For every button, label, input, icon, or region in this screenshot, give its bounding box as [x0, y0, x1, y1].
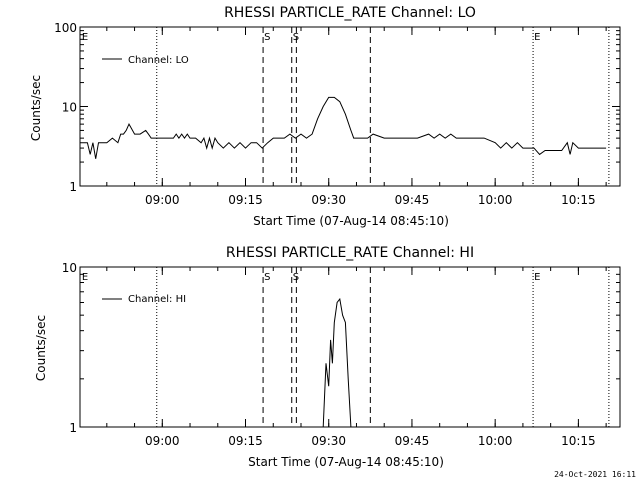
hi-x-tick-label: 09:15 — [228, 434, 263, 448]
lo-channel-panel: RHESSI PARTICLE_RATE Channel: LO Start T… — [29, 5, 621, 228]
hi-channel-panel: RHESSI PARTICLE_RATE Channel: HI Start T… — [34, 245, 621, 469]
lo-y-axis-label: Counts/sec — [29, 75, 43, 141]
lo-marker-label: E — [82, 32, 88, 43]
hi-y-tick-label: 1 — [69, 421, 77, 435]
lo-y-tick-label: 10 — [62, 101, 77, 115]
hi-series-line — [322, 297, 352, 428]
lo-x-tick-label: 09:30 — [311, 193, 346, 207]
lo-y-tick-label: 100 — [54, 21, 77, 35]
lo-plot-frame — [79, 26, 621, 187]
lo-marker-label: S — [264, 32, 270, 43]
lo-x-tick-label: 10:00 — [478, 193, 513, 207]
lo-marker-label: E — [534, 32, 540, 43]
lo-series-line — [80, 96, 607, 159]
hi-plot-frame — [79, 266, 621, 428]
lo-x-tick-label: 09:00 — [145, 193, 180, 207]
hi-marker-label: E — [534, 272, 540, 283]
lo-chart-title: RHESSI PARTICLE_RATE Channel: LO — [224, 5, 476, 21]
hi-chart-title: RHESSI PARTICLE_RATE Channel: HI — [226, 245, 474, 261]
hi-x-tick-label: 09:45 — [395, 434, 430, 448]
footer-timestamp: 24-Oct-2021 16:11 — [554, 470, 636, 479]
lo-y-tick-label: 1 — [69, 180, 77, 194]
hi-x-tick-label: 10:15 — [561, 434, 596, 448]
hi-x-tick-label: 09:30 — [311, 434, 346, 448]
lo-x-tick-label: 09:45 — [395, 193, 430, 207]
hi-marker-label: S — [264, 272, 270, 283]
lo-legend-label: Channel: LO — [128, 55, 189, 66]
hi-x-tick-label: 10:00 — [478, 434, 513, 448]
lo-x-tick-label: 10:15 — [561, 193, 596, 207]
hi-x-axis-label: Start Time (07-Aug-14 08:45:10) — [248, 455, 444, 469]
hi-x-tick-label: 09:00 — [145, 434, 180, 448]
lo-x-tick-label: 09:15 — [228, 193, 263, 207]
lo-x-axis-label: Start Time (07-Aug-14 08:45:10) — [253, 214, 449, 228]
hi-y-tick-label: 10 — [62, 261, 77, 275]
hi-legend-label: Channel: HI — [128, 294, 186, 305]
hi-y-axis-label: Counts/sec — [34, 315, 48, 381]
hi-marker-label: E — [82, 272, 88, 283]
